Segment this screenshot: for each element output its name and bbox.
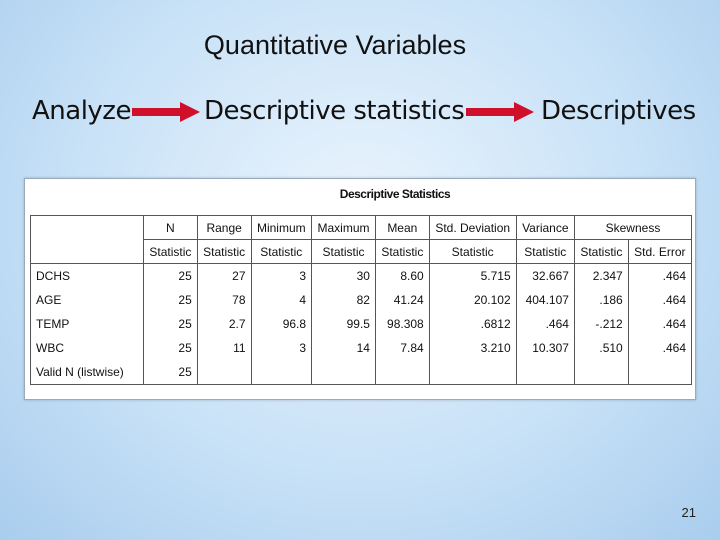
table-cell: 25: [143, 312, 198, 336]
sub-header: Statistic: [250, 239, 313, 264]
table-cell: 25: [143, 288, 198, 312]
table-cell: [311, 360, 376, 385]
sub-header: Statistic: [515, 239, 575, 264]
table-cell: 27: [196, 263, 252, 288]
table-cell: [196, 360, 252, 385]
right-arrow-icon: [132, 102, 200, 122]
row-label: DCHS: [30, 263, 144, 288]
table-cell: 7.84: [374, 336, 430, 360]
menu-step-analyze: Analyze: [32, 96, 131, 126]
spss-output-table: Descriptive Statistics N Range Minimum M…: [24, 178, 696, 400]
page-number: 21: [681, 505, 696, 520]
table-cell: 30: [311, 263, 376, 288]
table-cell: 3: [250, 263, 313, 288]
table-cell: 2.7: [196, 312, 252, 336]
table-row: Valid N (listwise) 25: [30, 360, 693, 385]
table-cell: 96.8: [250, 312, 313, 336]
table-cell: 25: [143, 336, 198, 360]
table-cell: 20.102: [428, 288, 517, 312]
table-cell: [573, 360, 629, 385]
sub-header: Statistic: [374, 239, 430, 264]
table-cell: 2.347: [573, 263, 629, 288]
table-cell: .464: [627, 336, 693, 360]
table-row: AGE 25 78 4 82 41.24 20.102 404.107 .186…: [30, 288, 693, 312]
table-cell: .464: [627, 312, 693, 336]
table-cell: .6812: [428, 312, 517, 336]
table-cell: 8.60: [374, 263, 430, 288]
sub-header: Statistic: [196, 239, 252, 264]
slide-title: Quantitative Variables: [203, 30, 467, 60]
table-cell: [374, 360, 430, 385]
table-cell: 3.210: [428, 336, 517, 360]
table-cell: 25: [143, 263, 198, 288]
descriptive-statistics-table: N Range Minimum Maximum Mean Std. Deviat…: [30, 215, 693, 385]
sub-header: Statistic: [428, 239, 517, 264]
column-header: Minimum: [250, 215, 313, 240]
menu-step-descriptive-statistics: Descriptive statistics: [204, 96, 465, 126]
table-cell: .186: [573, 288, 629, 312]
table-cell: 82: [311, 288, 376, 312]
table-cell: [428, 360, 517, 385]
sub-header: Statistic: [143, 239, 198, 264]
menu-step-descriptives: Descriptives: [541, 96, 696, 126]
table-cell: .510: [573, 336, 629, 360]
table-row: WBC 25 11 3 14 7.84 3.210 10.307 .510 .4…: [30, 336, 693, 360]
table-cell: 11: [196, 336, 252, 360]
table-cell: 4: [250, 288, 313, 312]
table-cell: 3: [250, 336, 313, 360]
table-cell: 404.107: [515, 288, 575, 312]
sub-header-row: Statistic Statistic Statistic Statistic …: [31, 239, 693, 264]
column-header: Variance: [515, 215, 575, 240]
table-cell: -.212: [573, 312, 629, 336]
table-row: DCHS 25 27 3 30 8.60 5.715 32.667 2.347 …: [30, 263, 693, 288]
column-header: Range: [196, 215, 252, 240]
table-title: Descriptive Statistics: [339, 187, 451, 201]
table-cell: .464: [515, 312, 575, 336]
column-header: Skewness: [573, 215, 693, 240]
right-arrow-icon: [466, 102, 534, 122]
column-header: Maximum: [311, 215, 376, 240]
row-label: AGE: [30, 288, 144, 312]
table-cell: [627, 360, 693, 385]
row-label: Valid N (listwise): [30, 360, 144, 385]
table-cell: [515, 360, 575, 385]
table-cell: 10.307: [515, 336, 575, 360]
sub-header: Statistic: [573, 239, 629, 264]
table-cell: 32.667: [515, 263, 575, 288]
column-header: N: [143, 215, 198, 240]
sub-header: Std. Error: [627, 239, 693, 264]
row-label: TEMP: [30, 312, 144, 336]
table-cell: 99.5: [311, 312, 376, 336]
table-cell: 14: [311, 336, 376, 360]
row-label: WBC: [30, 336, 144, 360]
table-cell: .464: [627, 288, 693, 312]
table-cell: 98.308: [374, 312, 430, 336]
table-row: TEMP 25 2.7 96.8 99.5 98.308 .6812 .464 …: [30, 312, 693, 336]
table-cell: 5.715: [428, 263, 517, 288]
menu-path: Analyze Descriptive statistics Descripti…: [0, 92, 720, 132]
table-cell: [250, 360, 313, 385]
group-header-row: N Range Minimum Maximum Mean Std. Deviat…: [30, 215, 693, 264]
table-cell: 41.24: [374, 288, 430, 312]
table-cell: 78: [196, 288, 252, 312]
table-cell: .464: [627, 263, 693, 288]
table-cell: 25: [143, 360, 198, 385]
sub-header: Statistic: [311, 239, 376, 264]
column-header: Std. Deviation: [428, 215, 517, 240]
row-label-header: [30, 215, 144, 264]
column-header: Mean: [374, 215, 430, 240]
